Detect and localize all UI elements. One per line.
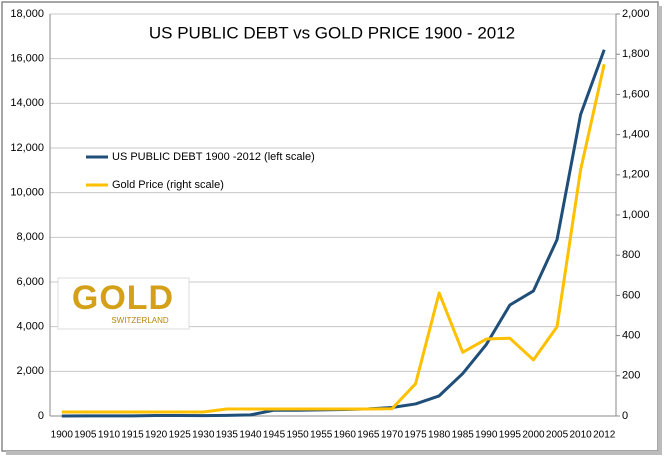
y2-tick-label: 600 — [622, 289, 640, 301]
x-tick-label: 1980 — [428, 430, 451, 441]
y2-tick-label: 1,600 — [622, 88, 650, 100]
y-tick-label: 8,000 — [16, 231, 44, 243]
y-tick-label: 4,000 — [16, 321, 44, 333]
x-tick-label: 1960 — [334, 430, 357, 441]
x-tick-label: 1955 — [310, 430, 333, 441]
x-tick-label: 1950 — [287, 430, 310, 441]
y2-tick-label: 1,000 — [622, 209, 650, 221]
y2-tick-label: 1,400 — [622, 129, 650, 141]
y2-tick-label: 1,200 — [622, 169, 650, 181]
frame-shadow — [658, 6, 662, 454]
x-tick-label: 1990 — [475, 430, 498, 441]
x-tick-label: 1995 — [499, 430, 522, 441]
legend-label: Gold Price (right scale) — [112, 179, 224, 191]
x-tick-label: 2005 — [546, 430, 569, 441]
x-tick-label: 1965 — [357, 430, 380, 441]
x-tick-label: 1920 — [145, 430, 168, 441]
legend-label: US PUBLIC DEBT 1900 -2012 (left scale) — [112, 151, 315, 163]
y-tick-label: 6,000 — [16, 276, 44, 288]
x-tick-label: 1910 — [98, 430, 121, 441]
logo-box — [57, 277, 190, 330]
x-tick-label: 1970 — [381, 430, 404, 441]
logo: GOLD SWITZERLAND — [57, 277, 190, 330]
y-tick-label: 18,000 — [10, 8, 44, 20]
series-line — [61, 63, 606, 414]
y-tick-label: 0 — [38, 410, 44, 422]
x-tick-label: 1940 — [239, 430, 262, 441]
y-tick-label: 14,000 — [10, 97, 44, 109]
x-tick-label: 1945 — [263, 430, 286, 441]
y2-tick-label: 400 — [622, 330, 640, 342]
chart-title: US PUBLIC DEBT vs GOLD PRICE 1900 - 2012 — [149, 23, 515, 42]
frame-shadow — [6, 451, 662, 455]
y2-tick-label: 200 — [622, 370, 640, 382]
chart-frame — [1, 1, 659, 452]
x-tick-label: 1930 — [192, 430, 215, 441]
x-tick-label: 1975 — [404, 430, 427, 441]
y2-tick-label: 1,800 — [622, 48, 650, 60]
logo-subtext: SWITZERLAND — [111, 316, 169, 325]
y-tick-label: 2,000 — [16, 365, 44, 377]
x-tick-label: 1905 — [74, 430, 97, 441]
y2-tick-label: 0 — [622, 410, 628, 422]
x-tick-label: 1915 — [121, 430, 144, 441]
y-tick-label: 12,000 — [10, 142, 44, 154]
x-tick-label: 2010 — [570, 430, 593, 441]
y-tick-label: 16,000 — [10, 53, 44, 65]
y2-tick-label: 2,000 — [622, 8, 650, 20]
x-tick-label: 1925 — [169, 430, 192, 441]
x-tick-label: 1935 — [216, 430, 239, 441]
y-tick-label: 10,000 — [10, 187, 44, 199]
x-tick-label: 2012 — [593, 430, 616, 441]
x-tick-label: 1900 — [51, 430, 74, 441]
y2-tick-label: 800 — [622, 249, 640, 261]
x-tick-label: 1985 — [452, 430, 475, 441]
x-tick-label: 2000 — [522, 430, 545, 441]
logo-text: GOLD — [72, 279, 174, 317]
